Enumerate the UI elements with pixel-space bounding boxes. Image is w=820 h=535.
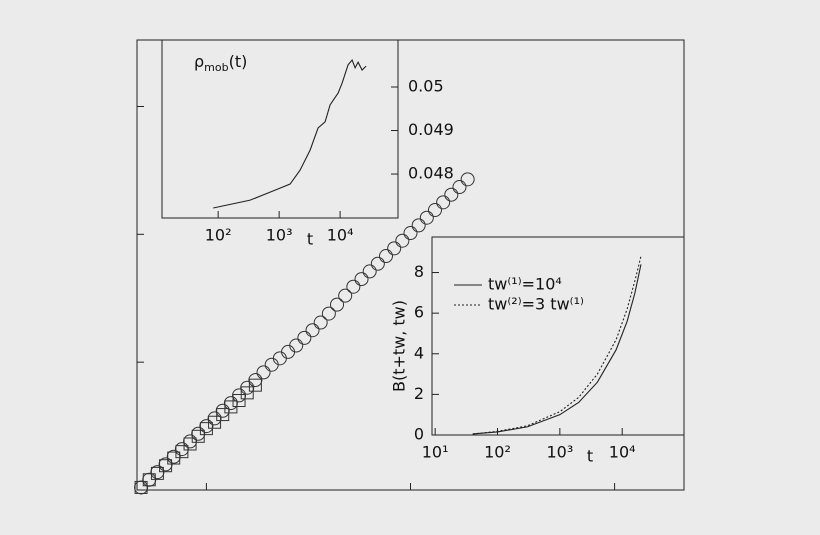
title-subscript: mob bbox=[204, 61, 228, 74]
y-tick-label: 0.048 bbox=[408, 164, 454, 183]
y-tick-label: 0 bbox=[414, 425, 424, 444]
square-marker bbox=[248, 378, 262, 392]
y-tick-label: 0.05 bbox=[408, 77, 444, 96]
circle-marker bbox=[305, 323, 320, 338]
title-symbol: ρ bbox=[194, 52, 204, 71]
circle-marker bbox=[452, 180, 467, 195]
circle-marker bbox=[427, 203, 442, 218]
circle-marker bbox=[289, 338, 304, 353]
circle-marker bbox=[395, 233, 410, 248]
square-marker bbox=[134, 480, 148, 494]
x-axis-label: t bbox=[307, 230, 313, 249]
circle-marker bbox=[444, 187, 459, 202]
square-marker bbox=[150, 466, 164, 480]
x-tick-label: 10⁴ bbox=[609, 443, 636, 462]
x-tick-label: 10¹ bbox=[422, 443, 449, 462]
line bbox=[472, 256, 642, 435]
y-tick-label: 4 bbox=[414, 343, 424, 362]
square-marker bbox=[216, 408, 230, 422]
y-tick-label: 8 bbox=[414, 262, 424, 281]
y-tick-label: 2 bbox=[414, 384, 424, 403]
x-tick-label: 10² bbox=[205, 226, 232, 245]
circle-marker bbox=[419, 210, 434, 225]
square-marker bbox=[183, 437, 197, 451]
circle-marker bbox=[338, 288, 353, 303]
square-marker bbox=[159, 459, 173, 473]
x-tick-label: 10³ bbox=[266, 226, 293, 245]
legend-label: tw⁽¹⁾=10⁴ bbox=[488, 275, 562, 294]
x-axis-label: t bbox=[587, 447, 593, 466]
title-argument: (t) bbox=[229, 52, 248, 71]
square-marker bbox=[208, 415, 222, 429]
plot-frame bbox=[431, 236, 685, 436]
circle-marker bbox=[313, 315, 328, 330]
circle-marker bbox=[403, 226, 418, 241]
inset-title: ρmob(t) bbox=[194, 52, 247, 75]
x-tick-label: 10² bbox=[484, 443, 511, 462]
square-marker bbox=[175, 445, 189, 459]
circle-marker bbox=[370, 256, 385, 271]
circle-marker bbox=[354, 272, 369, 287]
circle-marker bbox=[330, 297, 345, 312]
circle-marker bbox=[362, 264, 377, 279]
circle-marker bbox=[321, 306, 336, 321]
y-tick-label: 6 bbox=[414, 303, 424, 322]
x-tick-label: 10³ bbox=[546, 443, 573, 462]
circle-marker bbox=[379, 249, 394, 264]
square-marker bbox=[191, 429, 205, 443]
legend-label: tw⁽²⁾=3 tw⁽¹⁾ bbox=[488, 295, 584, 314]
line bbox=[472, 264, 642, 435]
y-tick-label: 0.049 bbox=[408, 120, 454, 139]
circle-marker bbox=[297, 330, 312, 345]
circle-marker bbox=[387, 241, 402, 256]
circle-marker bbox=[256, 365, 271, 380]
circle-marker bbox=[346, 279, 361, 294]
line bbox=[213, 58, 367, 209]
circle-marker bbox=[460, 172, 475, 187]
y-axis-label: B(t+tw, tw) bbox=[390, 300, 409, 392]
square-marker bbox=[232, 394, 246, 408]
circle-marker bbox=[436, 195, 451, 210]
x-tick-label: 10⁴ bbox=[327, 226, 354, 245]
circle-marker bbox=[411, 218, 426, 233]
square-marker bbox=[240, 386, 254, 400]
